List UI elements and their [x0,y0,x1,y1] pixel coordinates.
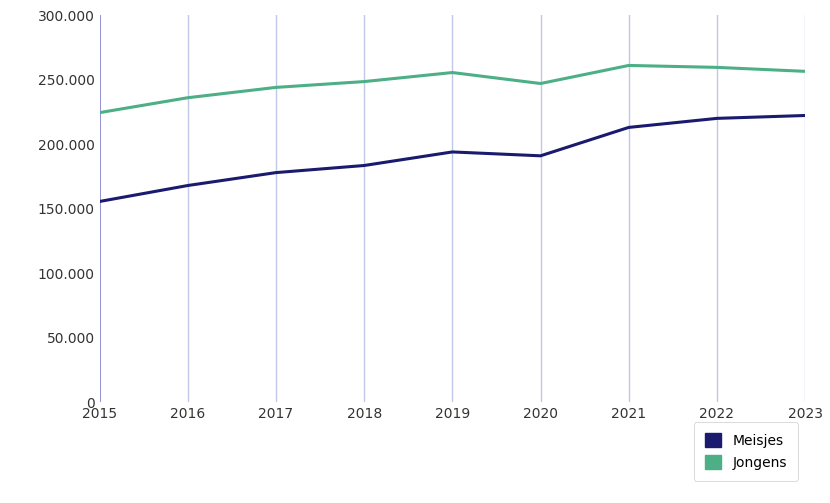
Jongens [271,85,281,91]
Meisjes [800,113,810,119]
Meisjes [712,115,722,121]
Meisjes [271,170,281,176]
Jongens [359,78,369,85]
Meisjes [624,124,634,130]
Meisjes [535,153,545,159]
Jongens [447,69,457,75]
Jongens [95,110,105,116]
Meisjes [183,183,193,189]
Meisjes [359,162,369,169]
Jongens [183,95,193,101]
Jongens [535,80,545,87]
Line: Meisjes: Meisjes [100,116,805,202]
Legend: Meisjes, Jongens: Meisjes, Jongens [694,422,798,481]
Jongens [624,62,634,68]
Meisjes [447,149,457,155]
Jongens [712,64,722,70]
Meisjes [95,199,105,205]
Jongens [800,68,810,74]
Line: Jongens: Jongens [100,65,805,113]
